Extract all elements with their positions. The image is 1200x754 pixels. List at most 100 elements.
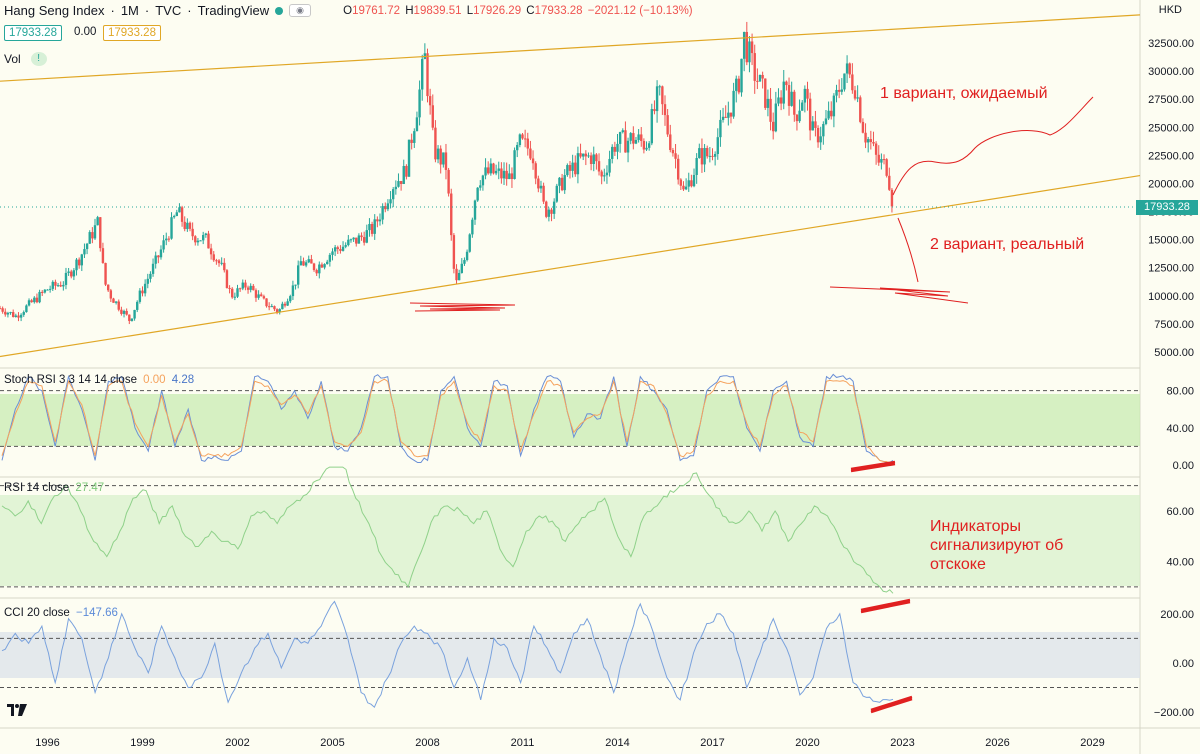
candle-body [376, 219, 379, 222]
candle-body [93, 225, 97, 239]
candle-body [465, 251, 469, 261]
candle-body [835, 89, 838, 96]
interval-label[interactable]: 1M [120, 3, 139, 18]
eye-icon[interactable]: ◉ [289, 4, 312, 17]
time-tick-label: 2002 [225, 737, 249, 749]
candle-body [492, 163, 495, 174]
candle-body [684, 186, 688, 190]
time-tick-label: 2017 [700, 737, 724, 749]
ask-badge[interactable]: 17933.28 [103, 25, 161, 41]
drawing-scribble-right[interactable] [829, 286, 969, 304]
annotation-indicators[interactable]: Индикаторы сигнализируют об отскоке [930, 517, 1063, 574]
annotation-variant1[interactable]: 1 вариант, ожидаемый [880, 85, 1048, 102]
drawing-variant2-path[interactable] [897, 217, 919, 283]
drawings[interactable] [409, 96, 1094, 714]
candle-body [658, 86, 661, 88]
candle-body [692, 174, 696, 187]
candle-body [793, 91, 796, 115]
tradingview-logo-icon[interactable] [6, 702, 28, 720]
indicator-tick-label: 60.00 [1166, 506, 1194, 518]
candle-body [568, 165, 572, 171]
volume-label: Vol [4, 52, 21, 66]
close-value: 17933.28 [534, 4, 583, 17]
candle-body [555, 185, 559, 202]
candle-body [830, 110, 833, 117]
rsi-band [0, 495, 1140, 586]
candle-body [46, 289, 49, 291]
candle-body [542, 185, 545, 202]
candle-body [307, 259, 310, 263]
drawing-stoch-trend[interactable] [850, 460, 896, 473]
candle-body [386, 203, 390, 210]
legend-header[interactable]: Hang Seng Index · 1M · TVC · TradingView… [4, 3, 693, 18]
cci-band [0, 632, 1140, 678]
price-tick-label: 27500.00 [1148, 94, 1194, 106]
separator: · [110, 3, 115, 18]
candle-body [845, 63, 849, 74]
annotation-indicators-line3: отскоке [930, 556, 986, 573]
candle-body [785, 81, 788, 86]
candle-body [766, 98, 770, 108]
bid-badge[interactable]: 17933.28 [4, 25, 62, 41]
candle-body [48, 288, 52, 290]
candle-body [629, 133, 632, 141]
low-value: 17926.29 [473, 4, 522, 17]
rsi-legend[interactable]: RSI 14 close 27.47 [4, 482, 104, 494]
volume-legend[interactable]: Vol ! [4, 52, 47, 66]
trendlines[interactable] [0, 14, 1141, 358]
candle-body [452, 235, 456, 269]
candle-body [80, 254, 84, 266]
candle-body [51, 281, 54, 289]
candle-body [843, 73, 846, 90]
candle-body [750, 41, 754, 54]
warning-icon[interactable]: ! [30, 52, 47, 66]
candle-body [471, 219, 474, 235]
stoch-legend[interactable]: Stoch RSI 3 3 14 14 close 0.00 4.28 [4, 374, 194, 386]
candle-body [851, 74, 854, 91]
candle-body [442, 152, 445, 165]
candle-body [318, 264, 321, 274]
currency-label[interactable]: HKD [1158, 4, 1182, 16]
candle-body [597, 161, 601, 172]
cci-legend[interactable]: CCI 20 close −147.66 [4, 607, 118, 619]
candle-body [550, 209, 553, 214]
candle-body [260, 294, 263, 297]
candle-body [262, 296, 266, 299]
drawing-variant1-path[interactable] [892, 96, 1094, 196]
candle-body [713, 154, 717, 157]
price-tick-label: 32500.00 [1148, 38, 1194, 50]
candle-body [613, 146, 617, 152]
candle-body [315, 270, 318, 274]
candle-body [642, 140, 646, 150]
candle-body [782, 81, 785, 104]
candle-body [275, 309, 279, 313]
candle-body [362, 237, 366, 243]
drawing-cci-trend[interactable] [870, 695, 913, 714]
price-tick-label: 10000.00 [1148, 291, 1194, 303]
candle-body [566, 165, 569, 176]
candle-body [576, 153, 580, 175]
candle-body [436, 148, 440, 160]
candle-body [397, 181, 400, 187]
candle-body [724, 116, 727, 118]
annotation-variant2[interactable]: 2 вариант, реальный [930, 236, 1085, 253]
candle-body [278, 309, 281, 313]
candle-body [257, 294, 260, 298]
symbol-title[interactable]: Hang Seng Index [4, 3, 105, 18]
candle-body [167, 238, 171, 240]
candle-body [510, 173, 514, 179]
candle-body [67, 271, 70, 273]
drawing-rsi-trend[interactable] [860, 598, 911, 614]
candle-body [405, 165, 408, 177]
candle-body [518, 134, 522, 146]
candle-body [201, 235, 205, 241]
stoch-d-value: 0.00 [143, 374, 166, 386]
candle-body [534, 163, 537, 179]
drawing-scribble-2008[interactable] [409, 302, 516, 312]
candle-body [238, 288, 242, 290]
candle-body [83, 249, 86, 255]
candle-body [859, 97, 862, 122]
candle-body [866, 139, 870, 143]
close-label: C [526, 4, 535, 17]
